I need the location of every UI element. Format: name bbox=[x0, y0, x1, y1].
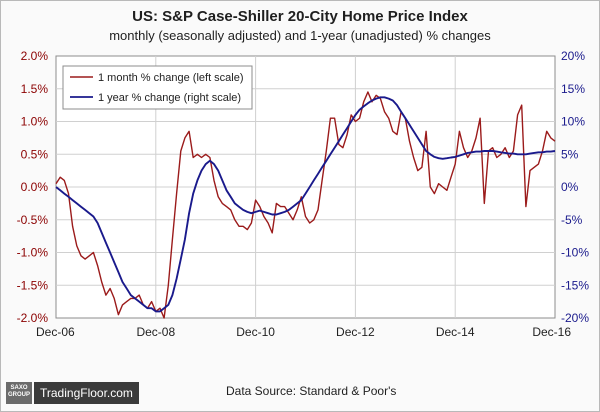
right-tick-label: 0% bbox=[561, 180, 579, 194]
x-tick-label: Dec-06 bbox=[36, 325, 75, 339]
saxo-group-logo: SAXO GROUP bbox=[6, 382, 32, 404]
chart-title: US: S&P Case-Shiller 20-City Home Price … bbox=[132, 8, 468, 25]
left-tick-label: -1.0% bbox=[17, 246, 49, 260]
logo-text: TradingFloor.com bbox=[34, 382, 139, 404]
right-axis: 20% 15% 10% 5% 0% -5% -10% -15% -20% bbox=[561, 49, 589, 325]
x-tick-label: Dec-14 bbox=[436, 325, 475, 339]
left-tick-label: -2.0% bbox=[17, 311, 49, 325]
left-tick-label: 2.0% bbox=[21, 49, 49, 63]
right-tick-label: -15% bbox=[561, 278, 589, 292]
left-tick-label: -0.5% bbox=[17, 213, 49, 227]
legend-label-yearly: 1 year % change (right scale) bbox=[98, 92, 241, 104]
legend-label-monthly: 1 month % change (left scale) bbox=[98, 72, 244, 84]
legend: 1 month % change (left scale) 1 year % c… bbox=[62, 65, 253, 110]
right-tick-label: 5% bbox=[561, 147, 579, 161]
left-tick-label: 0.0% bbox=[21, 180, 49, 194]
left-tick-label: -1.5% bbox=[17, 278, 49, 292]
series-line-yearly bbox=[55, 96, 556, 313]
chart-subtitle: monthly (seasonally adjusted) and 1-year… bbox=[109, 28, 491, 43]
series-line-monthly bbox=[55, 91, 556, 319]
tradingfloor-logo: SAXO GROUP TradingFloor.com bbox=[6, 382, 139, 404]
x-tick-label: Dec-08 bbox=[136, 325, 175, 339]
x-axis: Dec-06 Dec-08 Dec-10 Dec-12 Dec-14 Dec-16 bbox=[36, 325, 571, 339]
right-tick-label: 20% bbox=[561, 49, 585, 63]
right-tick-label: -10% bbox=[561, 246, 589, 260]
left-tick-label: 1.0% bbox=[21, 115, 49, 129]
legend-box bbox=[62, 65, 253, 110]
left-tick-label: 1.5% bbox=[21, 82, 49, 96]
left-tick-label: 0.5% bbox=[21, 147, 49, 161]
right-tick-label: 15% bbox=[561, 82, 585, 96]
x-tick-label: Dec-16 bbox=[532, 325, 571, 339]
grid-lines bbox=[56, 56, 555, 318]
right-tick-label: -20% bbox=[561, 311, 589, 325]
left-axis: 2.0% 1.5% 1.0% 0.5% 0.0% -0.5% -1.0% -1.5% -2.0% bbox=[17, 49, 49, 325]
series-lines bbox=[55, 91, 556, 319]
right-tick-label: 10% bbox=[561, 115, 585, 129]
data-source: Data Source: Standard & Poor's bbox=[226, 384, 397, 398]
x-tick-label: Dec-12 bbox=[336, 325, 375, 339]
right-tick-label: -5% bbox=[561, 213, 583, 227]
x-tick-label: Dec-10 bbox=[236, 325, 275, 339]
